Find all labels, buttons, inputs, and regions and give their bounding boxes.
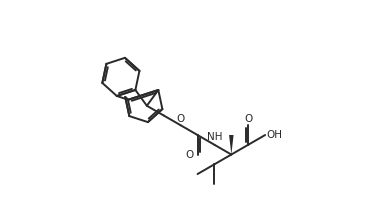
Text: O: O: [185, 150, 193, 160]
Polygon shape: [229, 135, 234, 154]
Text: O: O: [177, 113, 185, 123]
Text: O: O: [244, 113, 252, 123]
Text: NH: NH: [207, 132, 222, 142]
Text: OH: OH: [266, 130, 282, 140]
